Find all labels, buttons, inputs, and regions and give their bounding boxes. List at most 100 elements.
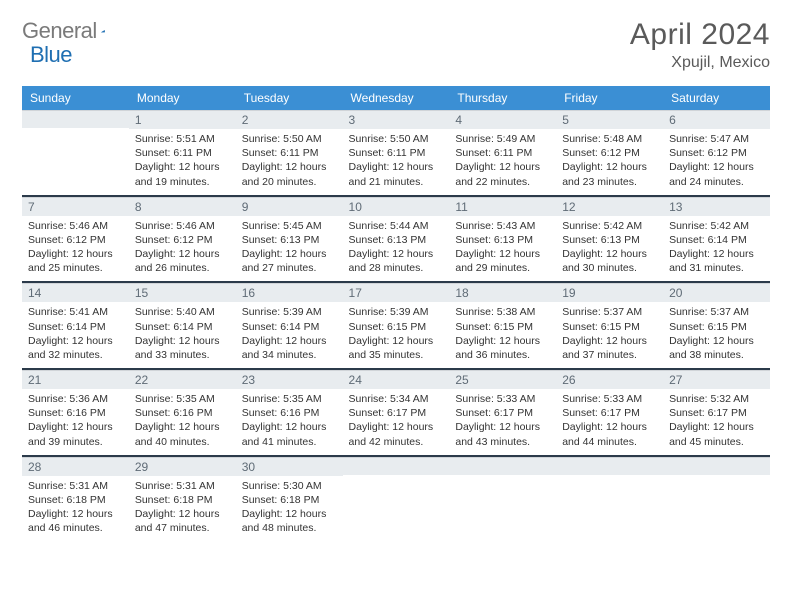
daylight-line-1: Daylight: 12 hours — [135, 160, 230, 174]
day-details: Sunrise: 5:32 AMSunset: 6:17 PMDaylight:… — [663, 389, 770, 455]
calendar-cell: 25Sunrise: 5:33 AMSunset: 6:17 PMDayligh… — [449, 370, 556, 456]
sunrise-line: Sunrise: 5:42 AM — [669, 219, 764, 233]
daylight-line-1: Daylight: 12 hours — [242, 334, 337, 348]
daylight-line-2: and 44 minutes. — [562, 435, 657, 449]
sunrise-line: Sunrise: 5:30 AM — [242, 479, 337, 493]
daylight-line-1: Daylight: 12 hours — [242, 507, 337, 521]
day-number: 15 — [129, 283, 236, 302]
sunset-line: Sunset: 6:12 PM — [28, 233, 123, 247]
calendar-cell — [22, 110, 129, 196]
sunset-line: Sunset: 6:13 PM — [562, 233, 657, 247]
day-details: Sunrise: 5:48 AMSunset: 6:12 PMDaylight:… — [556, 129, 663, 195]
calendar-cell: 1Sunrise: 5:51 AMSunset: 6:11 PMDaylight… — [129, 110, 236, 196]
daylight-line-2: and 19 minutes. — [135, 175, 230, 189]
calendar-week: 1Sunrise: 5:51 AMSunset: 6:11 PMDaylight… — [22, 110, 770, 196]
day-details: Sunrise: 5:50 AMSunset: 6:11 PMDaylight:… — [236, 129, 343, 195]
day-number: 25 — [449, 370, 556, 389]
day-details: Sunrise: 5:37 AMSunset: 6:15 PMDaylight:… — [663, 302, 770, 368]
daylight-line-2: and 23 minutes. — [562, 175, 657, 189]
calendar-body: 1Sunrise: 5:51 AMSunset: 6:11 PMDaylight… — [22, 110, 770, 541]
daylight-line-1: Daylight: 12 hours — [455, 420, 550, 434]
day-details: Sunrise: 5:44 AMSunset: 6:13 PMDaylight:… — [343, 216, 450, 282]
sunrise-line: Sunrise: 5:35 AM — [242, 392, 337, 406]
day-number: 17 — [343, 283, 450, 302]
weekday-header: Saturday — [663, 86, 770, 110]
day-number: 8 — [129, 197, 236, 216]
calendar-cell: 27Sunrise: 5:32 AMSunset: 6:17 PMDayligh… — [663, 370, 770, 456]
calendar-cell: 7Sunrise: 5:46 AMSunset: 6:12 PMDaylight… — [22, 197, 129, 283]
sunrise-line: Sunrise: 5:33 AM — [455, 392, 550, 406]
sunrise-line: Sunrise: 5:42 AM — [562, 219, 657, 233]
day-number: 19 — [556, 283, 663, 302]
daylight-line-2: and 47 minutes. — [135, 521, 230, 535]
day-details: Sunrise: 5:35 AMSunset: 6:16 PMDaylight:… — [129, 389, 236, 455]
sunset-line: Sunset: 6:16 PM — [28, 406, 123, 420]
day-number: 1 — [129, 110, 236, 129]
sunrise-line: Sunrise: 5:50 AM — [242, 132, 337, 146]
calendar-cell: 14Sunrise: 5:41 AMSunset: 6:14 PMDayligh… — [22, 283, 129, 369]
weekday-header: Monday — [129, 86, 236, 110]
day-details: Sunrise: 5:50 AMSunset: 6:11 PMDaylight:… — [343, 129, 450, 195]
day-number: 24 — [343, 370, 450, 389]
daylight-line-2: and 25 minutes. — [28, 261, 123, 275]
brand-triangle-icon — [101, 23, 105, 39]
day-details: Sunrise: 5:39 AMSunset: 6:14 PMDaylight:… — [236, 302, 343, 368]
day-number: 14 — [22, 283, 129, 302]
daylight-line-2: and 37 minutes. — [562, 348, 657, 362]
sunset-line: Sunset: 6:14 PM — [669, 233, 764, 247]
day-details: Sunrise: 5:40 AMSunset: 6:14 PMDaylight:… — [129, 302, 236, 368]
daylight-line-2: and 33 minutes. — [135, 348, 230, 362]
sunrise-line: Sunrise: 5:43 AM — [455, 219, 550, 233]
day-number: 12 — [556, 197, 663, 216]
calendar-cell: 2Sunrise: 5:50 AMSunset: 6:11 PMDaylight… — [236, 110, 343, 196]
header: General April 2024 Xpujil, Mexico — [22, 18, 770, 72]
sunset-line: Sunset: 6:11 PM — [349, 146, 444, 160]
sunrise-line: Sunrise: 5:50 AM — [349, 132, 444, 146]
daylight-line-1: Daylight: 12 hours — [455, 247, 550, 261]
sunrise-line: Sunrise: 5:46 AM — [135, 219, 230, 233]
daylight-line-2: and 22 minutes. — [455, 175, 550, 189]
sunrise-line: Sunrise: 5:47 AM — [669, 132, 764, 146]
calendar-cell: 24Sunrise: 5:34 AMSunset: 6:17 PMDayligh… — [343, 370, 450, 456]
calendar-cell: 22Sunrise: 5:35 AMSunset: 6:16 PMDayligh… — [129, 370, 236, 456]
daylight-line-2: and 38 minutes. — [669, 348, 764, 362]
day-details: Sunrise: 5:46 AMSunset: 6:12 PMDaylight:… — [22, 216, 129, 282]
calendar-week: 7Sunrise: 5:46 AMSunset: 6:12 PMDaylight… — [22, 197, 770, 283]
sunset-line: Sunset: 6:16 PM — [242, 406, 337, 420]
calendar-cell: 28Sunrise: 5:31 AMSunset: 6:18 PMDayligh… — [22, 457, 129, 542]
sunset-line: Sunset: 6:18 PM — [242, 493, 337, 507]
daylight-line-1: Daylight: 12 hours — [135, 247, 230, 261]
day-number: 20 — [663, 283, 770, 302]
day-number: 3 — [343, 110, 450, 129]
calendar-cell: 30Sunrise: 5:30 AMSunset: 6:18 PMDayligh… — [236, 457, 343, 542]
day-number: 23 — [236, 370, 343, 389]
brand-logo: General — [22, 18, 125, 44]
day-number: 16 — [236, 283, 343, 302]
sunrise-line: Sunrise: 5:31 AM — [28, 479, 123, 493]
daylight-line-1: Daylight: 12 hours — [28, 334, 123, 348]
sunrise-line: Sunrise: 5:38 AM — [455, 305, 550, 319]
daylight-line-1: Daylight: 12 hours — [135, 420, 230, 434]
day-details: Sunrise: 5:31 AMSunset: 6:18 PMDaylight:… — [129, 476, 236, 542]
daylight-line-1: Daylight: 12 hours — [349, 334, 444, 348]
daylight-line-1: Daylight: 12 hours — [455, 334, 550, 348]
day-details: Sunrise: 5:47 AMSunset: 6:12 PMDaylight:… — [663, 129, 770, 195]
weekday-header: Tuesday — [236, 86, 343, 110]
sunset-line: Sunset: 6:14 PM — [28, 320, 123, 334]
daylight-line-2: and 39 minutes. — [28, 435, 123, 449]
weekday-header: Friday — [556, 86, 663, 110]
day-details: Sunrise: 5:35 AMSunset: 6:16 PMDaylight:… — [236, 389, 343, 455]
daylight-line-1: Daylight: 12 hours — [669, 334, 764, 348]
calendar-cell: 3Sunrise: 5:50 AMSunset: 6:11 PMDaylight… — [343, 110, 450, 196]
brand-part2-wrap: Blue — [30, 42, 72, 68]
day-number: 21 — [22, 370, 129, 389]
daylight-line-2: and 36 minutes. — [455, 348, 550, 362]
sunrise-line: Sunrise: 5:37 AM — [562, 305, 657, 319]
daylight-line-2: and 48 minutes. — [242, 521, 337, 535]
sunset-line: Sunset: 6:14 PM — [135, 320, 230, 334]
daylight-line-2: and 21 minutes. — [349, 175, 444, 189]
sunset-line: Sunset: 6:15 PM — [562, 320, 657, 334]
calendar-cell: 5Sunrise: 5:48 AMSunset: 6:12 PMDaylight… — [556, 110, 663, 196]
calendar-cell: 19Sunrise: 5:37 AMSunset: 6:15 PMDayligh… — [556, 283, 663, 369]
calendar-week: 14Sunrise: 5:41 AMSunset: 6:14 PMDayligh… — [22, 283, 770, 369]
